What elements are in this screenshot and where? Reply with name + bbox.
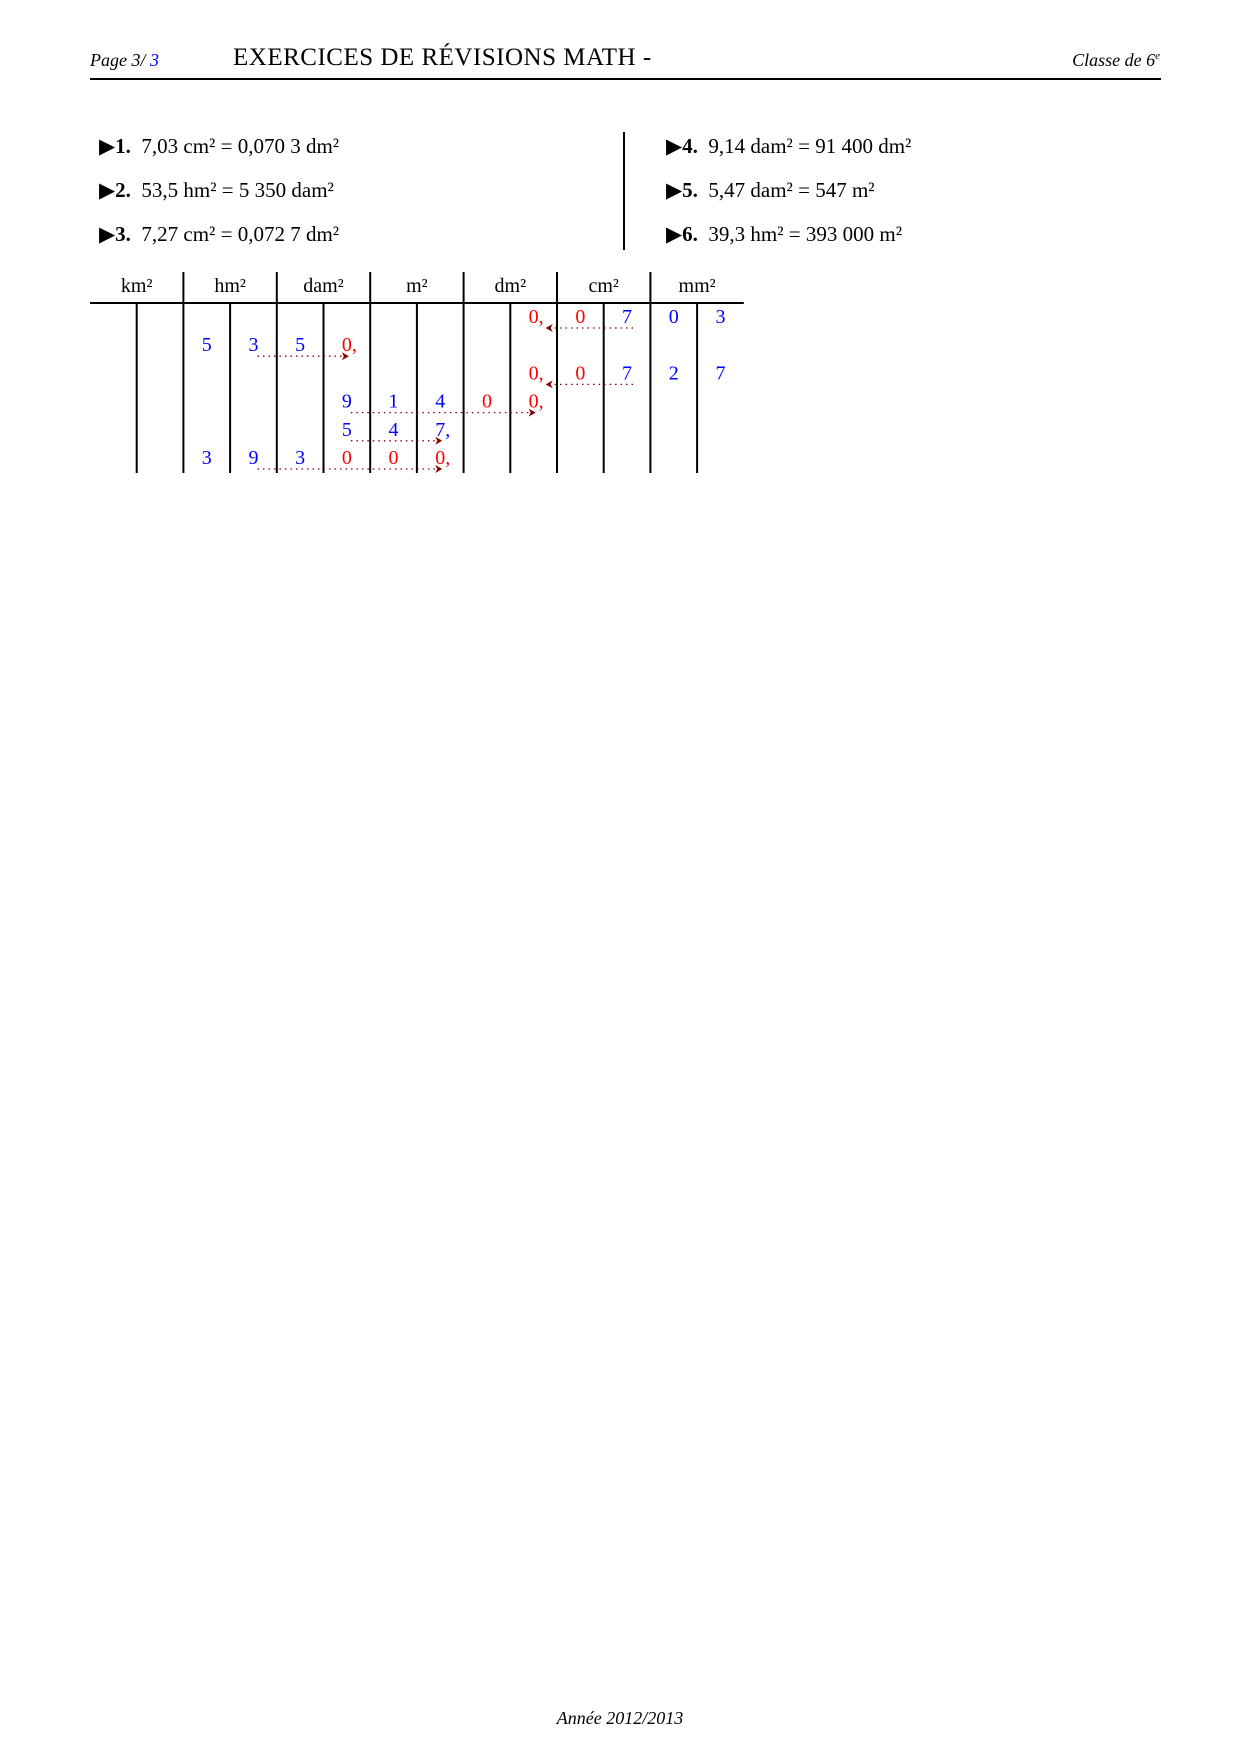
table-digit: 0 <box>482 391 492 413</box>
arrowhead-icon <box>435 465 443 473</box>
table-digit: 0, <box>529 391 544 413</box>
unit-header: dm² <box>495 275 527 297</box>
table-digit: 5 <box>342 419 352 441</box>
table-digit: 5 <box>295 334 305 356</box>
table-digit: 7 <box>622 362 632 384</box>
table-digit: 7 <box>715 362 725 384</box>
table-digit: 0, <box>342 334 357 356</box>
arrowhead-icon <box>528 408 536 417</box>
exercise-number: 3. <box>115 222 131 246</box>
header-rule <box>90 78 1161 80</box>
table-digit: 0 <box>342 447 352 469</box>
table-digit: 7, <box>435 419 450 441</box>
page-label: Page 3/ <box>90 50 146 70</box>
exercise-text: 53,5 hm² = 5 350 dam² <box>141 178 334 202</box>
exercise-item: ▶1. 7,03 cm² = 0,070 3 dm² <box>99 134 339 159</box>
conversion-table: km² hm² dam² m² dm² cm² mm² 0, 0 7 0 3 5 3 5 0, 0, 0 7 2 7 9 1… <box>90 272 744 473</box>
table-digit: 0 <box>575 306 585 328</box>
exercise-item: ▶3. 7,27 cm² = 0,072 7 dm² <box>99 222 339 247</box>
class-label: Classe de 6e <box>1072 50 1160 71</box>
triangle-right-icon: ▶ <box>666 178 683 202</box>
page-total-link[interactable]: 3 <box>150 50 159 70</box>
exercise-number: 1. <box>115 134 131 158</box>
exercise-number: 5. <box>682 178 698 202</box>
footer-year: Année 2012/2013 <box>556 1708 684 1728</box>
triangle-right-icon: ▶ <box>99 178 116 202</box>
table-digit: 3 <box>715 306 725 328</box>
table-digit: 9 <box>342 391 352 413</box>
exercise-text: 7,27 cm² = 0,072 7 dm² <box>141 222 340 246</box>
exercise-number: 6. <box>682 222 698 246</box>
exercise-text: 5,47 dam² = 547 m² <box>708 178 875 202</box>
table-digit: 2 <box>669 362 679 384</box>
exercise-item: ▶5. 5,47 dam² = 547 m² <box>666 178 875 203</box>
column-divider <box>623 132 625 250</box>
table-digit: 3 <box>295 447 305 469</box>
table-digit: 5 <box>202 334 212 356</box>
arrowhead-icon <box>545 380 553 389</box>
page-number: Page 3/ 3 <box>90 50 159 71</box>
class-text: Classe de 6 <box>1072 50 1156 70</box>
unit-header: dam² <box>303 275 343 297</box>
exercise-text: 7,03 cm² = 0,070 3 dm² <box>141 134 340 158</box>
unit-header: m² <box>406 275 428 297</box>
exercise-text: 9,14 dam² = 91 400 dm² <box>708 134 912 158</box>
exercise-item: ▶4. 9,14 dam² = 91 400 dm² <box>666 134 911 159</box>
triangle-right-icon: ▶ <box>99 222 116 246</box>
unit-header: km² <box>121 275 153 297</box>
table-digit: 0, <box>529 362 544 384</box>
triangle-right-icon: ▶ <box>99 134 116 158</box>
class-sup: e <box>1155 50 1160 62</box>
exercise-number: 4. <box>682 134 698 158</box>
triangle-right-icon: ▶ <box>666 134 683 158</box>
arrowhead-icon <box>545 324 553 332</box>
table-digit: 9 <box>248 447 258 469</box>
table-digit: 4 <box>435 391 445 413</box>
table-digit: 1 <box>389 391 399 413</box>
table-digit: 0, <box>529 306 544 328</box>
table-digit: 0 <box>575 362 585 384</box>
table-digit: 3 <box>248 334 258 356</box>
exercise-item: ▶6. 39,3 hm² = 393 000 m² <box>666 222 902 247</box>
document-title: EXERCICES DE RÉVISIONS MATH - <box>233 44 652 71</box>
unit-header: mm² <box>679 275 716 297</box>
exercise-number: 2. <box>115 178 131 202</box>
table-digit: 0 <box>389 447 399 469</box>
table-digit: 0 <box>669 306 679 328</box>
exercise-item: ▶2. 53,5 hm² = 5 350 dam² <box>99 178 334 203</box>
unit-header: hm² <box>214 275 246 297</box>
table-digit: 7 <box>622 306 632 328</box>
arrowhead-icon <box>341 352 349 361</box>
exercise-text: 39,3 hm² = 393 000 m² <box>708 222 903 246</box>
triangle-right-icon: ▶ <box>666 222 683 246</box>
unit-header: cm² <box>588 275 618 297</box>
arrowhead-icon <box>435 436 443 445</box>
table-digit: 4 <box>389 419 399 441</box>
table-digit: 3 <box>202 447 212 469</box>
table-digit: 0, <box>435 447 450 469</box>
